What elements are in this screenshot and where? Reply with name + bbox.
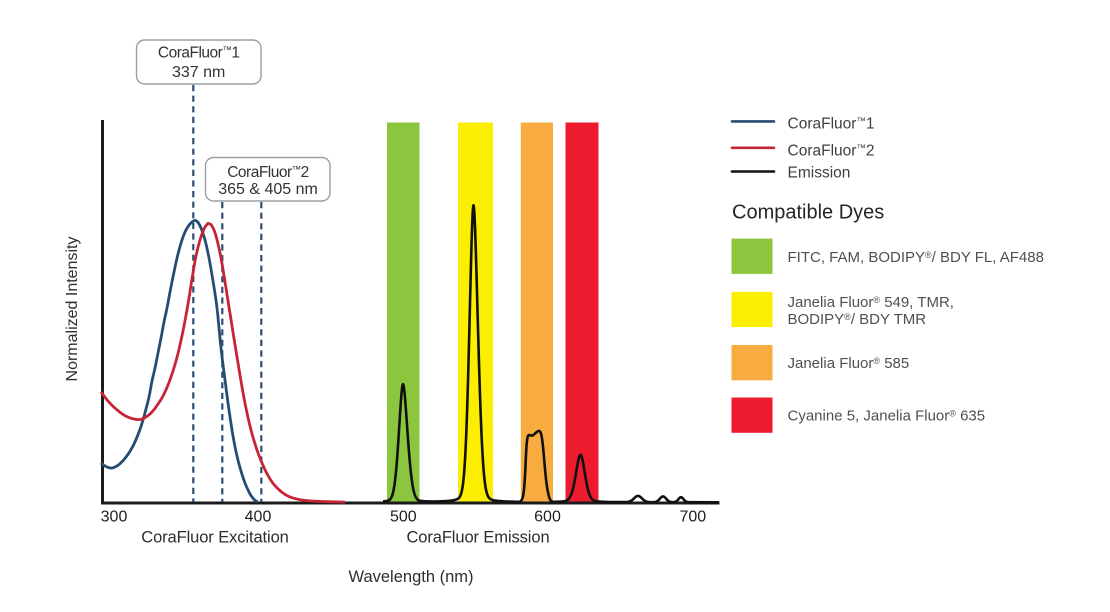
svg-text:CoraFluor™2: CoraFluor™2 (788, 142, 875, 159)
svg-text:CoraFluor Excitation: CoraFluor Excitation (141, 529, 288, 547)
svg-text:Cyanine 5, Janelia Fluor® 635: Cyanine 5, Janelia Fluor® 635 (788, 408, 986, 425)
svg-text:Janelia Fluor® 549, TMR,: Janelia Fluor® 549, TMR, (788, 294, 954, 311)
svg-text:337 nm: 337 nm (172, 64, 225, 81)
svg-text:Normalized Intensity: Normalized Intensity (64, 237, 81, 382)
svg-text:CoraFluor™1: CoraFluor™1 (158, 45, 240, 62)
svg-text:500: 500 (390, 509, 417, 526)
svg-text:CoraFluor Emission: CoraFluor Emission (406, 529, 549, 547)
svg-text:Emission: Emission (788, 165, 851, 182)
svg-text:Compatible Dyes: Compatible Dyes (732, 202, 884, 224)
svg-text:365 & 405 nm: 365 & 405 nm (218, 181, 318, 198)
svg-text:300: 300 (101, 509, 128, 526)
svg-text:Janelia Fluor® 585: Janelia Fluor® 585 (788, 355, 910, 372)
svg-text:CoraFluor™2: CoraFluor™2 (227, 164, 309, 181)
svg-text:600: 600 (534, 509, 561, 526)
svg-text:400: 400 (245, 509, 272, 526)
svg-text:700: 700 (679, 509, 706, 526)
svg-text:FITC, FAM, BODIPY®/ BDY FL, AF: FITC, FAM, BODIPY®/ BDY FL, AF488 (788, 249, 1044, 266)
svg-text:CoraFluor™1: CoraFluor™1 (788, 116, 875, 133)
svg-text:Wavelength (nm): Wavelength (nm) (348, 568, 473, 586)
svg-text:BODIPY®/ BDY TMR: BODIPY®/ BDY TMR (788, 311, 927, 328)
